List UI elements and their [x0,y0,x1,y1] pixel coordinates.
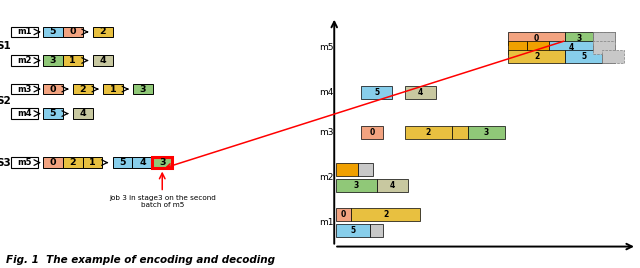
Bar [358,163,374,176]
Text: 1: 1 [89,158,96,167]
Text: S2: S2 [0,96,11,106]
Text: m5: m5 [17,158,32,167]
Bar [63,157,83,168]
Text: m1: m1 [319,218,333,227]
Bar [564,50,602,63]
Text: 4: 4 [99,56,106,65]
Text: 3: 3 [159,158,166,167]
Text: m4: m4 [17,109,32,118]
Bar [63,27,83,37]
Bar [602,50,625,63]
Bar [361,85,392,99]
Text: 4: 4 [418,88,423,96]
Bar [11,27,38,37]
Bar [43,157,63,168]
Bar [371,224,383,237]
Bar [404,85,436,99]
Text: m1: m1 [17,27,32,36]
Bar [132,157,152,168]
Text: 0: 0 [69,27,76,36]
Bar [508,41,527,54]
Text: S3: S3 [0,158,11,168]
Text: 5: 5 [374,88,379,96]
Text: m5: m5 [319,43,333,52]
Bar [508,32,564,45]
Text: 1: 1 [109,85,116,94]
Bar [593,32,615,45]
Text: m3: m3 [319,128,333,137]
Bar [467,126,505,139]
Bar [11,84,38,94]
Text: 3: 3 [576,34,582,43]
Text: 5: 5 [581,52,586,61]
Text: m3: m3 [18,85,32,94]
Text: 1: 1 [69,56,76,65]
Text: 0: 0 [49,85,56,94]
Text: m2: m2 [319,173,333,182]
Text: 4: 4 [79,109,86,118]
Bar [73,84,93,94]
Bar [11,108,38,119]
Bar [404,126,452,139]
Text: 3: 3 [484,128,489,137]
Text: job 3 in stage3 on the second
batch of m5: job 3 in stage3 on the second batch of m… [109,195,216,209]
Bar [336,179,376,192]
Text: 2: 2 [426,128,431,137]
Bar [376,179,408,192]
Text: 2: 2 [69,158,76,167]
Bar [336,224,371,237]
Bar [527,41,549,54]
Bar [11,157,38,168]
Bar [351,207,420,221]
Bar [133,84,153,94]
Bar [93,55,113,66]
Text: 5: 5 [119,158,126,167]
Text: m4: m4 [319,88,333,96]
Text: 5: 5 [49,27,56,36]
Bar [63,55,83,66]
Text: S1: S1 [0,41,11,51]
Bar [43,84,63,94]
Bar [508,50,564,63]
Bar [336,207,351,221]
Bar [43,27,63,37]
Text: 0: 0 [341,210,346,218]
Text: 4: 4 [390,181,395,190]
Text: 0: 0 [369,128,374,137]
Text: 4: 4 [139,158,146,167]
Bar [43,108,63,119]
Bar [593,41,615,54]
Text: 5: 5 [49,109,56,118]
Text: 5: 5 [351,226,356,235]
Bar [83,157,102,168]
Text: 0: 0 [534,34,539,43]
Bar [152,157,172,168]
Text: 4: 4 [568,43,573,52]
Text: Fig. 1  The example of encoding and decoding: Fig. 1 The example of encoding and decod… [6,255,275,265]
Bar [602,50,615,63]
Text: 0: 0 [49,158,56,167]
Bar [73,108,93,119]
Text: 3: 3 [353,181,359,190]
Text: 3: 3 [49,56,56,65]
Text: 3: 3 [140,85,147,94]
Bar [336,163,358,176]
Bar [361,126,383,139]
Bar [549,41,593,54]
Bar [11,55,38,66]
Bar [452,126,467,139]
Bar [103,84,123,94]
Bar [593,41,615,54]
Text: 2: 2 [79,85,86,94]
Text: 2: 2 [383,210,388,218]
Bar [593,32,615,45]
Bar [43,55,63,66]
Text: 2: 2 [99,27,106,36]
Text: 2: 2 [534,52,539,61]
Text: m2: m2 [17,56,32,65]
Bar [113,157,132,168]
Bar [93,27,113,37]
Bar [564,32,593,45]
